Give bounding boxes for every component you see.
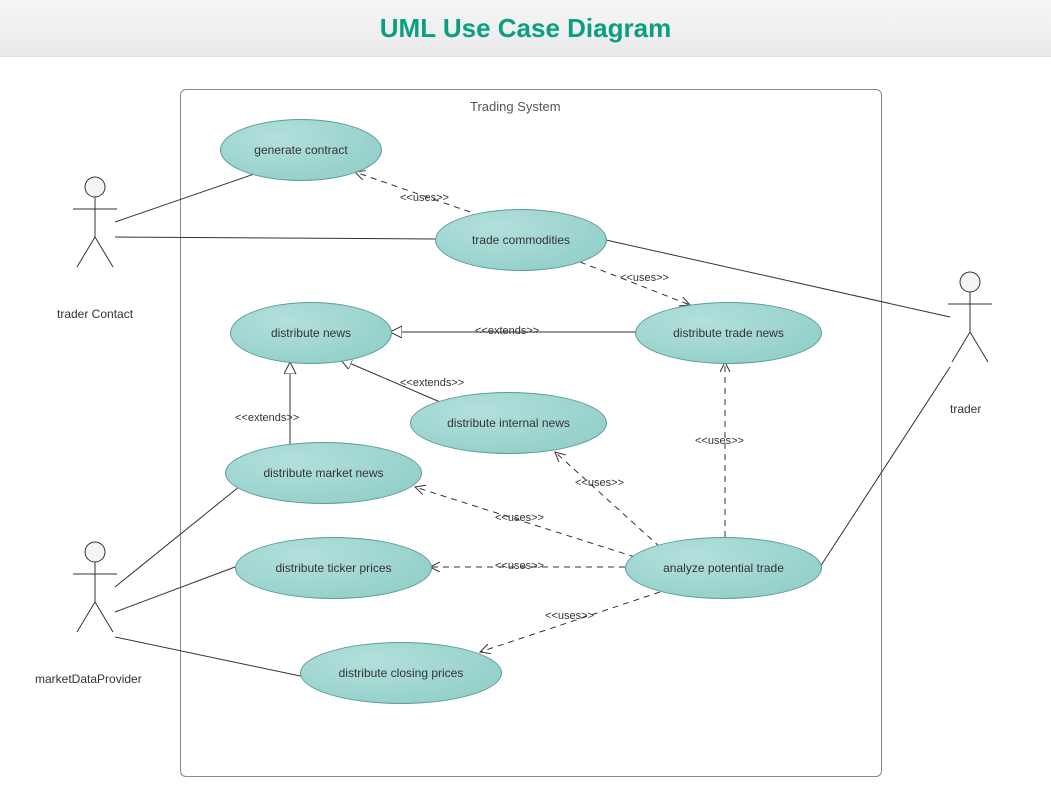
edge [115, 172, 260, 222]
actor-trader [948, 272, 992, 362]
usecase-distribute-trade-news: distribute trade news [635, 302, 822, 364]
usecase-distribute-market-news: distribute market news [225, 442, 422, 504]
diagram-canvas: Trading System <<uses>><<uses>><<extends… [0, 57, 1051, 790]
actor-label-traderContact: trader Contact [57, 307, 133, 321]
usecase-analyze-potential-trade: analyze potential trade [625, 537, 822, 599]
actor-traderContact [73, 177, 117, 267]
edge-label: <<extends>> [475, 325, 539, 337]
edge [555, 452, 660, 547]
edge [115, 637, 305, 677]
edge-label: <<uses>> [400, 192, 449, 204]
edge [820, 367, 950, 567]
actor-label-marketDataProvider: marketDataProvider [35, 672, 142, 686]
edge [480, 592, 660, 652]
usecase-distribute-news: distribute news [230, 302, 392, 364]
edge-label: <<uses>> [495, 512, 544, 524]
edge-label: <<extends>> [400, 377, 464, 389]
usecase-distribute-ticker-prices: distribute ticker prices [235, 537, 432, 599]
edge [115, 567, 235, 612]
edge-label: <<uses>> [695, 435, 744, 447]
edge-label: <<uses>> [620, 272, 669, 284]
edge [115, 237, 435, 239]
title-bar: UML Use Case Diagram [0, 0, 1051, 57]
edge-label: <<uses>> [545, 610, 594, 622]
usecase-trade-commodities: trade commodities [435, 209, 607, 271]
edge [115, 482, 245, 587]
page-title: UML Use Case Diagram [380, 13, 671, 44]
usecase-distribute-internal-news: distribute internal news [410, 392, 607, 454]
actor-marketDataProvider [73, 542, 117, 632]
actor-label-trader: trader [950, 402, 981, 416]
usecase-distribute-closing-prices: distribute closing prices [300, 642, 502, 704]
edge-label: <<uses>> [495, 560, 544, 572]
edge-label: <<extends>> [235, 412, 299, 424]
edge-label: <<uses>> [575, 477, 624, 489]
usecase-generate-contract: generate contract [220, 119, 382, 181]
